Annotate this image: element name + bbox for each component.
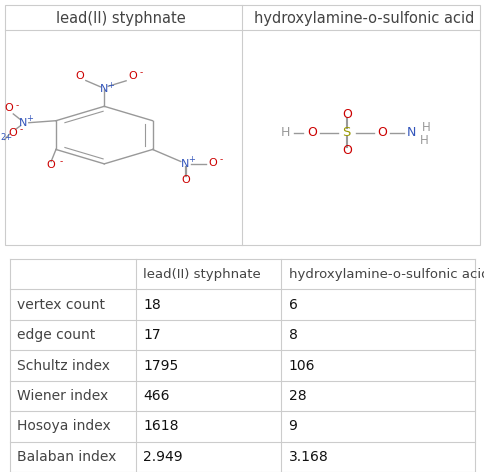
Text: N: N: [19, 118, 27, 128]
Text: edge count: edge count: [17, 328, 95, 342]
Text: lead(II) styphnate: lead(II) styphnate: [143, 268, 260, 281]
Text: O: O: [8, 128, 17, 138]
Text: 466: 466: [143, 389, 169, 403]
Text: lead(II) styphnate: lead(II) styphnate: [56, 11, 186, 26]
Text: -: -: [139, 68, 142, 77]
Text: -: -: [20, 125, 23, 134]
Text: O: O: [128, 71, 137, 81]
Text: 1618: 1618: [143, 419, 178, 433]
Text: -: -: [219, 155, 222, 164]
Text: O: O: [208, 158, 217, 168]
Text: O: O: [341, 108, 351, 121]
Text: 1795: 1795: [143, 359, 178, 372]
Text: 6: 6: [288, 298, 297, 312]
Text: N: N: [100, 84, 108, 94]
Text: O: O: [4, 103, 13, 113]
Text: H: H: [419, 134, 427, 147]
Text: 9: 9: [288, 419, 297, 433]
Text: O: O: [181, 175, 190, 185]
Text: -: -: [59, 157, 62, 166]
Text: +: +: [107, 81, 114, 90]
Text: S: S: [342, 126, 350, 139]
Text: 106: 106: [288, 359, 315, 372]
Text: 2+: 2+: [0, 134, 12, 143]
Text: 2.949: 2.949: [143, 450, 182, 464]
Text: O: O: [306, 126, 316, 139]
Text: O: O: [341, 144, 351, 157]
Text: -: -: [15, 101, 19, 110]
Text: Balaban index: Balaban index: [17, 450, 116, 464]
Text: Wiener index: Wiener index: [17, 389, 108, 403]
Text: O: O: [46, 160, 55, 170]
Text: 3.168: 3.168: [288, 450, 328, 464]
Text: 28: 28: [288, 389, 305, 403]
Text: O: O: [376, 126, 386, 139]
Text: H: H: [421, 120, 430, 134]
Text: Schultz index: Schultz index: [17, 359, 110, 372]
Text: O: O: [75, 70, 84, 81]
Text: N: N: [406, 126, 416, 139]
Text: Hosoya index: Hosoya index: [17, 419, 110, 433]
Text: N: N: [181, 159, 189, 169]
Text: hydroxylamine-o-sulfonic acid: hydroxylamine-o-sulfonic acid: [253, 11, 473, 26]
Text: H: H: [280, 126, 289, 139]
Text: 18: 18: [143, 298, 161, 312]
Text: 8: 8: [288, 328, 297, 342]
Text: Pb: Pb: [0, 136, 1, 146]
Text: hydroxylamine-o-sulfonic acid: hydroxylamine-o-sulfonic acid: [288, 268, 484, 281]
Text: 17: 17: [143, 328, 160, 342]
Text: +: +: [26, 114, 32, 123]
Text: vertex count: vertex count: [17, 298, 105, 312]
Text: +: +: [188, 155, 195, 164]
